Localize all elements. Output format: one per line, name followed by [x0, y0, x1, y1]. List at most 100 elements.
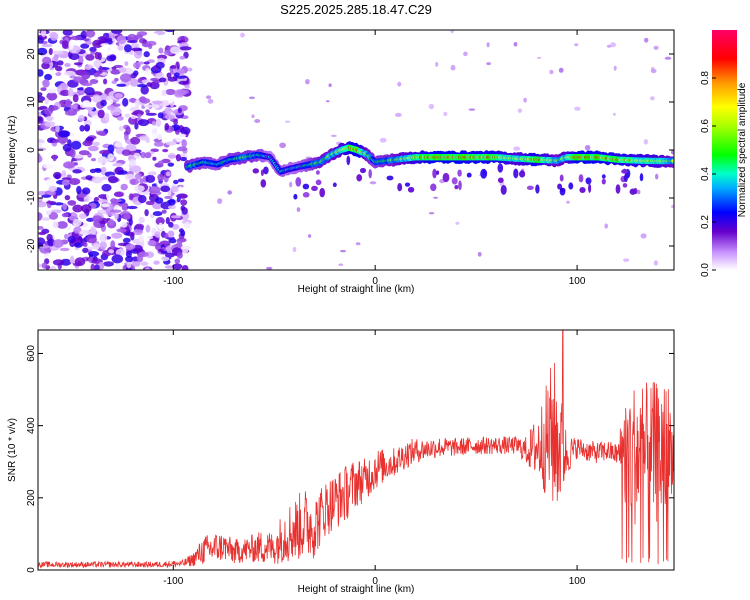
heatmap-noise-blob	[59, 247, 70, 252]
heatmap-noise-blob	[41, 30, 47, 37]
heatmap-noise-blob	[103, 261, 114, 267]
heatmap-noise-blob	[134, 223, 145, 230]
colorbar-tick-label: 0.8	[700, 71, 711, 85]
heatmap-noise-blob	[157, 133, 162, 141]
heatmap-noise-blob	[157, 160, 164, 166]
heatmap-ridge-spur	[458, 180, 462, 191]
heatmap-noise-blob	[165, 114, 175, 120]
snr-series-line	[38, 330, 674, 569]
heatmap-noise-blob	[177, 193, 188, 199]
heatmap-noise-blob	[145, 224, 151, 233]
heatmap-ridge-spur	[386, 175, 394, 181]
heatmap-noise-blob	[81, 71, 91, 80]
heatmap-noise-blob	[111, 232, 123, 239]
heatmap-noise-blob	[125, 126, 131, 135]
heatmap-noise-blob	[94, 264, 100, 270]
heatmap-noise-blob	[44, 73, 53, 81]
heatmap-noise-blob	[170, 46, 181, 54]
colorbar-gradient	[712, 30, 737, 270]
heatmap-noise-blob	[41, 44, 53, 48]
heatmap-noise-blob	[178, 80, 190, 85]
heatmap-noise-blob	[100, 99, 107, 107]
heatmap-noise-blob	[108, 218, 114, 226]
heatmap-noise-blob	[97, 199, 109, 203]
heatmap-noise-blob	[41, 262, 48, 269]
heatmap-ridge-spur	[535, 184, 540, 194]
heatmap-noise-blob	[64, 195, 71, 201]
heatmap-noise-blob	[76, 185, 82, 195]
heatmap-noise-blob	[111, 66, 117, 70]
heatmap-noise-blob	[308, 234, 312, 238]
heatmap-noise-blob	[125, 243, 136, 250]
heatmap-noise-blob	[124, 44, 132, 53]
heatmap-noise-blob	[170, 215, 181, 219]
heatmap-noise-blob	[47, 238, 55, 247]
heatmap-noise-blob	[110, 69, 121, 75]
heatmap-noise-blob	[123, 213, 131, 220]
heatmap-noise-blob	[650, 96, 655, 101]
heatmap-noise-blob	[64, 63, 71, 67]
heatmap-noise-blob	[56, 221, 68, 229]
heatmap-noise-blob	[73, 226, 82, 234]
heatmap-noise-blob	[88, 251, 100, 257]
heatmap-ridge-spur	[319, 187, 326, 198]
heatmap-noise-blob	[251, 114, 255, 119]
heatmap-ridge-spur	[346, 155, 351, 166]
heatmap-noise-blob	[279, 142, 286, 149]
heatmap-noise-blob	[266, 266, 273, 270]
heatmap-ridge-spur	[500, 184, 507, 195]
heatmap-noise-blob	[99, 233, 108, 243]
heatmap-noise-blob	[523, 97, 527, 103]
heatmap-noise-blob	[145, 267, 150, 270]
y-tick-label: 0	[26, 567, 37, 573]
colorbar-ticks: 0.0 0.2 0.4 0.6 0.8	[700, 71, 716, 277]
heatmap-noise-blob	[653, 260, 659, 266]
heatmap-noise-blob	[147, 59, 156, 63]
heatmap-noise-blob	[92, 39, 104, 48]
heatmap-ridge-spur	[295, 176, 302, 187]
heatmap-noise-blob	[38, 143, 42, 147]
heatmap-noise-blob	[148, 186, 161, 194]
heatmap-noise-blob	[517, 108, 523, 113]
heatmap-noise-blob	[85, 136, 95, 142]
heatmap-noise-blob	[44, 108, 53, 116]
heatmap-noise-blob	[158, 222, 163, 230]
heatmap-noise-blob	[433, 196, 438, 199]
heatmap-noise-blob	[62, 30, 73, 36]
heatmap-noise-blob	[175, 154, 181, 162]
heatmap-ridge-spur	[368, 169, 372, 179]
heatmap-noise-blob	[84, 87, 95, 96]
heatmap-noise-blob	[79, 230, 91, 235]
heatmap-noise-blob	[130, 136, 141, 145]
heatmap-noise-blob	[116, 228, 127, 233]
heatmap-noise-blob	[176, 252, 183, 259]
heatmap-noise-blob	[92, 215, 103, 223]
heatmap-noise-blob	[38, 263, 42, 269]
heatmap-noise-blob	[80, 43, 90, 49]
heatmap-noise-blob	[152, 133, 159, 138]
heatmap-noise-blob	[93, 243, 100, 250]
heatmap-noise-blob	[89, 168, 97, 174]
heatmap-noise-blob	[176, 146, 188, 152]
heatmap-noise-blob	[48, 212, 59, 220]
heatmap-noise-blob	[81, 82, 93, 87]
heatmap-noise-blob	[174, 72, 180, 77]
heatmap-noise-blob	[62, 40, 69, 49]
heatmap-noise-blob	[74, 257, 86, 266]
y-tick-label: -20	[26, 238, 37, 253]
heatmap-noise-blob	[104, 37, 113, 42]
heatmap-noise-blob	[116, 35, 127, 45]
heatmap-noise-blob	[46, 88, 57, 94]
heatmap-noise-blob	[558, 67, 564, 73]
heatmap-noise-blob	[640, 233, 647, 239]
heatmap-noise-blob	[107, 153, 114, 162]
spectrogram-y-ticks: -20 -10 0 10 20	[26, 48, 674, 253]
heatmap-noise-blob	[110, 240, 116, 250]
heatmap-noise-blob	[38, 231, 47, 236]
heatmap-noise-blob	[145, 174, 156, 183]
heatmap-ridge-spur	[480, 168, 488, 179]
heatmap-noise-blob	[655, 173, 659, 180]
heatmap-noise-blob	[151, 104, 160, 109]
heatmap-noise-blob	[137, 119, 150, 127]
heatmap-noise-blob	[55, 65, 63, 72]
